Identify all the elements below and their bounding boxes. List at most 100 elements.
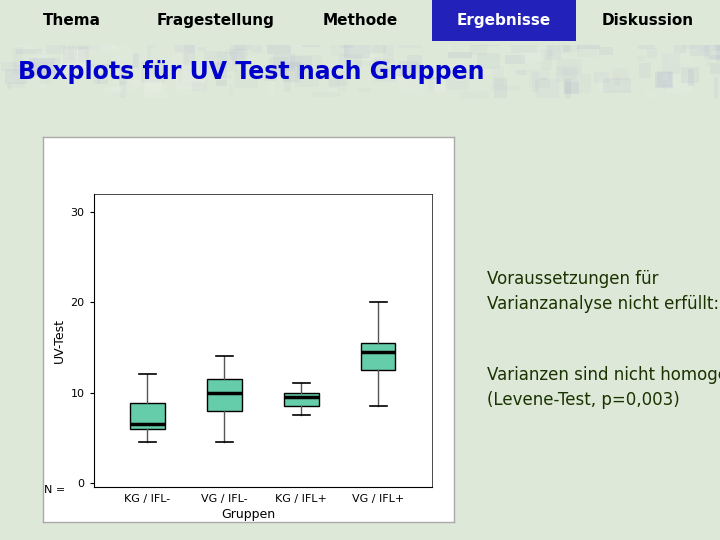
Bar bbox=[217, 60, 230, 65]
Bar bbox=[149, 28, 156, 48]
Bar bbox=[428, 76, 435, 92]
Text: 24: 24 bbox=[140, 473, 155, 483]
Bar bbox=[565, 79, 572, 98]
Bar bbox=[235, 69, 258, 88]
Bar bbox=[548, 45, 555, 56]
Bar bbox=[663, 71, 667, 80]
Bar bbox=[229, 85, 233, 94]
Bar bbox=[344, 42, 370, 58]
Bar bbox=[229, 49, 248, 56]
Bar bbox=[181, 64, 204, 83]
Bar bbox=[516, 70, 526, 75]
Bar bbox=[564, 83, 580, 94]
Bar bbox=[709, 42, 720, 46]
Bar bbox=[61, 49, 85, 69]
Bar bbox=[693, 42, 714, 50]
Bar bbox=[599, 47, 613, 56]
Text: N =: N = bbox=[43, 485, 65, 495]
Bar bbox=[338, 71, 346, 91]
Bar bbox=[302, 26, 320, 46]
Bar bbox=[557, 59, 582, 75]
Bar bbox=[371, 79, 398, 85]
Bar bbox=[63, 46, 77, 63]
Bar bbox=[339, 53, 362, 68]
Text: KG / IFL+: KG / IFL+ bbox=[275, 494, 327, 504]
Bar bbox=[666, 73, 690, 93]
Bar bbox=[382, 43, 394, 63]
Bar bbox=[174, 49, 192, 68]
Bar bbox=[511, 44, 537, 53]
Bar bbox=[184, 44, 195, 65]
Bar bbox=[284, 76, 292, 92]
PathPatch shape bbox=[130, 403, 165, 429]
Text: 26: 26 bbox=[294, 473, 308, 483]
Text: VG / IFL-: VG / IFL- bbox=[201, 494, 248, 504]
Bar bbox=[16, 49, 42, 54]
Bar bbox=[230, 44, 245, 59]
Bar bbox=[26, 69, 42, 76]
Bar bbox=[716, 43, 720, 63]
Bar bbox=[91, 38, 117, 50]
Bar bbox=[562, 45, 572, 53]
Bar bbox=[603, 78, 631, 93]
Bar bbox=[297, 63, 305, 77]
Bar bbox=[688, 69, 693, 86]
Bar bbox=[613, 84, 635, 90]
Bar bbox=[399, 61, 419, 77]
Bar bbox=[395, 66, 415, 76]
Bar bbox=[535, 79, 559, 98]
Bar bbox=[532, 71, 539, 92]
Bar bbox=[373, 59, 390, 72]
Bar bbox=[213, 62, 227, 79]
Bar bbox=[699, 44, 720, 51]
Bar bbox=[66, 48, 86, 63]
Bar bbox=[428, 83, 452, 91]
Bar bbox=[647, 48, 657, 58]
Bar bbox=[114, 80, 140, 91]
Bar bbox=[143, 46, 163, 50]
Bar bbox=[482, 59, 507, 75]
Text: Varianzen sind nicht homogen
(Levene-Test, p=0,003): Varianzen sind nicht homogen (Levene-Tes… bbox=[487, 366, 720, 409]
Bar bbox=[657, 71, 672, 87]
Text: KG / IFL-: KG / IFL- bbox=[125, 494, 171, 504]
Bar bbox=[147, 37, 151, 59]
Bar bbox=[91, 26, 107, 48]
Bar bbox=[418, 77, 437, 80]
Bar bbox=[330, 77, 338, 92]
Bar bbox=[93, 76, 100, 84]
Text: 24: 24 bbox=[217, 473, 231, 483]
Bar bbox=[690, 38, 709, 56]
Bar bbox=[273, 55, 295, 71]
Bar bbox=[562, 73, 591, 93]
Bar bbox=[267, 45, 291, 54]
Bar bbox=[29, 58, 55, 75]
Bar bbox=[594, 72, 609, 83]
Bar bbox=[492, 66, 504, 86]
Bar bbox=[562, 69, 580, 74]
Bar bbox=[370, 43, 385, 52]
Bar bbox=[541, 50, 552, 70]
Bar bbox=[612, 68, 629, 80]
Bar bbox=[398, 37, 421, 48]
Bar bbox=[269, 80, 275, 96]
Bar bbox=[398, 79, 423, 93]
Bar bbox=[348, 45, 372, 57]
Bar bbox=[522, 52, 544, 60]
Bar bbox=[215, 80, 228, 86]
Bar bbox=[264, 65, 277, 81]
Bar bbox=[328, 74, 339, 88]
Bar bbox=[341, 42, 353, 48]
Bar bbox=[182, 52, 189, 67]
Bar bbox=[468, 91, 482, 94]
Bar bbox=[232, 56, 247, 66]
Bar bbox=[638, 37, 654, 49]
Bar bbox=[529, 69, 550, 88]
Bar bbox=[176, 71, 204, 90]
Bar bbox=[68, 38, 78, 58]
Bar bbox=[455, 61, 465, 81]
Bar bbox=[636, 56, 644, 60]
Bar bbox=[407, 55, 422, 68]
Bar bbox=[399, 84, 409, 87]
Bar bbox=[609, 78, 624, 89]
Bar bbox=[711, 55, 720, 60]
